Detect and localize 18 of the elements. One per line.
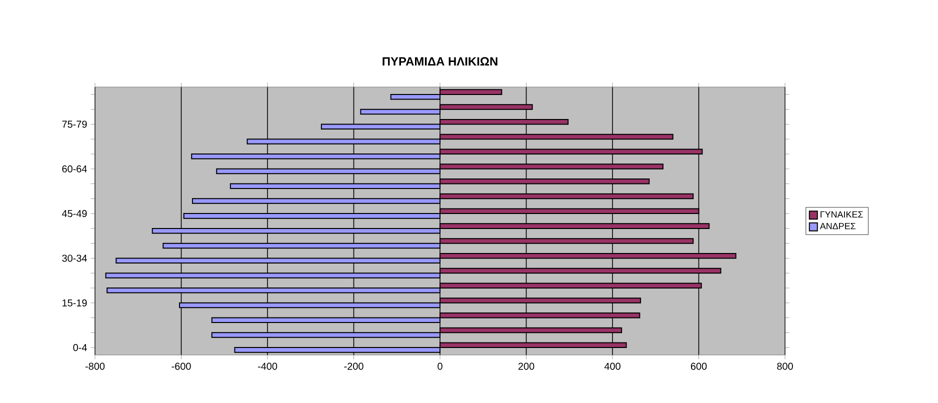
x-tick-label: 400 [604, 362, 620, 370]
x-tick-label: 200 [518, 362, 534, 370]
x-tick-label: -200 [344, 362, 364, 370]
x-tick-label: -400 [258, 362, 278, 370]
y-tick-label: 30-34 [62, 254, 87, 262]
legend-label: ΑΝΔΡΕΣ [820, 222, 856, 230]
y-tick-label: 0-4 [73, 344, 87, 352]
y-tick-label: 75-79 [62, 120, 87, 128]
y-tick-label: 15-19 [62, 299, 87, 306]
x-tick-label: 0 [438, 362, 442, 370]
chart-title: ΠΥΡΑΜΙΔΑ ΗΛΙΚΙΩΝ [382, 57, 498, 66]
y-tick-label: 60-64 [62, 165, 87, 172]
legend-label: ΓΥΝΑΙΚΕΣ [820, 211, 863, 218]
y-tick-label: 45-49 [62, 210, 87, 218]
x-tick-label: 800 [777, 362, 793, 370]
x-tick-label: 600 [690, 362, 707, 370]
x-tick-label: -600 [172, 362, 191, 370]
x-tick-label: -800 [85, 362, 105, 370]
